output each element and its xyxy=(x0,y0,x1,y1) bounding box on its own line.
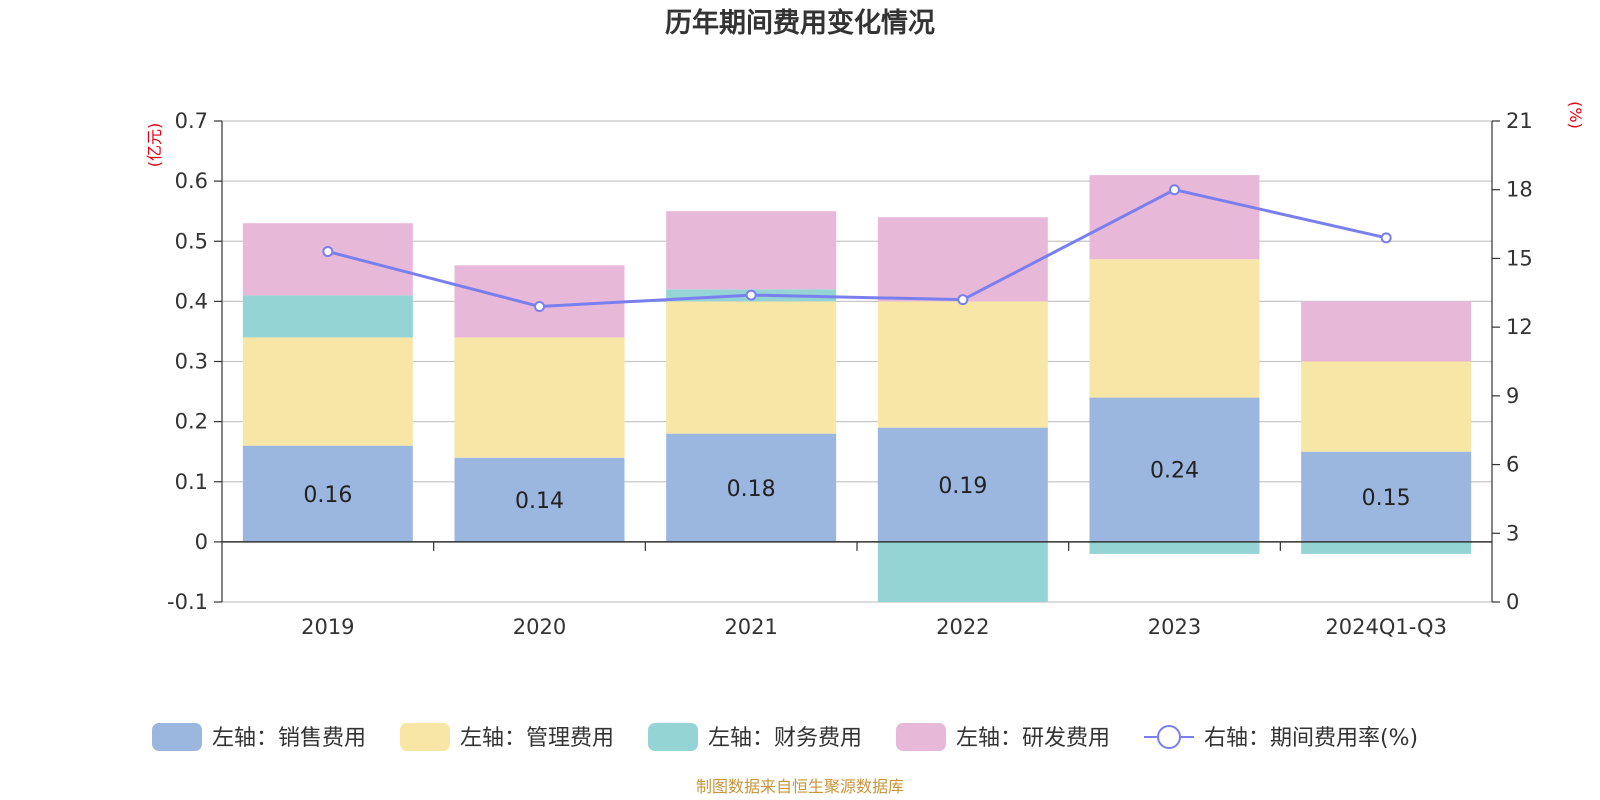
bar-segment xyxy=(877,541,1048,602)
legend-item: 右轴：期间费用率(%) xyxy=(1144,725,1418,751)
rate-line xyxy=(322,184,1392,313)
legend-swatch xyxy=(152,723,202,751)
legend-item: 左轴：研发费用 xyxy=(896,723,1110,751)
rate-line-path xyxy=(327,188,1387,309)
x-tick-label: 2022 xyxy=(936,615,989,639)
bar-segment xyxy=(877,217,1048,302)
axes: -0.1 0 0.1 0.2 0.3 0.4 0.5 0.6 0.7 0 3 6 9 12 15 18 21 20… xyxy=(167,109,1533,639)
left-tick-label: 0.6 xyxy=(175,169,208,193)
left-tick-label: 0.3 xyxy=(175,350,208,374)
data-label: 0.15 xyxy=(1362,486,1411,511)
bar-segment xyxy=(1301,301,1472,362)
legend-label: 左轴：财务费用 xyxy=(708,726,862,751)
bar-segment xyxy=(454,457,625,542)
right-tick-label: 6 xyxy=(1506,453,1519,477)
bar-segment xyxy=(877,427,1048,542)
legend-marker xyxy=(1157,725,1181,749)
data-label: 0.24 xyxy=(1150,459,1199,484)
chart-title: 历年期间费用变化情况 xyxy=(665,7,935,39)
right-axis-unit: (%) xyxy=(1566,101,1585,129)
right-tick-label: 18 xyxy=(1506,178,1533,202)
right-tick-label: 12 xyxy=(1506,315,1533,339)
bar-segment xyxy=(666,301,837,434)
right-tick-label: 3 xyxy=(1506,521,1519,545)
left-tick-label: 0.2 xyxy=(175,410,208,434)
bar-segment xyxy=(666,433,837,542)
rate-point xyxy=(322,246,334,258)
x-tick-label: 2020 xyxy=(513,615,566,639)
legend: 左轴：销售费用 左轴：管理费用 左轴：财务费用 左轴：研发费用 右轴：期间费用率(%) xyxy=(152,723,1418,751)
bar-segment xyxy=(1089,541,1260,554)
bar-segment xyxy=(666,211,837,290)
right-tick-label: 9 xyxy=(1506,384,1519,408)
rate-point xyxy=(1380,232,1392,244)
bar-segment xyxy=(242,295,413,338)
right-tick-label: 15 xyxy=(1506,246,1533,270)
bar-segment xyxy=(1301,361,1472,452)
bar-segment xyxy=(877,301,1048,428)
legend-item: 左轴：销售费用 xyxy=(152,723,366,751)
legend-swatch xyxy=(896,723,946,751)
x-tick-label: 2021 xyxy=(724,615,777,639)
legend-swatch xyxy=(648,723,698,751)
bar-segment xyxy=(1301,541,1472,554)
data-label: 0.14 xyxy=(515,489,564,514)
bar-segment xyxy=(242,337,413,446)
left-tick-label: 0.4 xyxy=(175,289,208,313)
data-labels: 0.16 0.14 0.18 0.19 0.24 0.15 xyxy=(303,459,1410,514)
legend-swatch xyxy=(400,723,450,751)
rate-point xyxy=(1169,184,1180,196)
left-tick-label: 0 xyxy=(195,530,208,554)
source-note: 制图数据来自恒生聚源数据库 xyxy=(696,777,904,796)
x-tick-label: 2023 xyxy=(1148,615,1201,639)
data-label: 0.19 xyxy=(938,474,987,499)
x-tick-label: 2019 xyxy=(301,615,354,639)
data-label: 0.16 xyxy=(303,483,352,508)
bar-segment xyxy=(242,445,413,542)
legend-item: 左轴：管理费用 xyxy=(400,723,614,751)
x-tick-label: 2024Q1-Q3 xyxy=(1325,615,1447,639)
right-tick-label: 0 xyxy=(1506,590,1519,614)
bar-segment xyxy=(242,223,413,296)
bar-segment xyxy=(454,337,625,458)
legend-label: 左轴：销售费用 xyxy=(212,726,366,751)
legend-item: 左轴：财务费用 xyxy=(648,723,862,751)
rate-point xyxy=(534,301,545,313)
bar-segment xyxy=(1089,259,1260,398)
left-tick-label: 0.1 xyxy=(175,470,208,494)
legend-label: 左轴：管理费用 xyxy=(460,726,614,751)
bar-segment xyxy=(1301,451,1472,542)
bar-segment xyxy=(1089,397,1260,542)
left-axis-unit: (亿元) xyxy=(145,123,164,168)
right-tick-label: 21 xyxy=(1506,109,1533,133)
left-tick-label: 0.5 xyxy=(175,229,208,253)
left-tick-label: -0.1 xyxy=(167,590,208,614)
bars xyxy=(242,175,1472,602)
data-label: 0.18 xyxy=(727,477,776,502)
legend-label: 左轴：研发费用 xyxy=(956,726,1110,751)
legend-label: 右轴：期间费用率(%) xyxy=(1204,726,1418,751)
rate-point xyxy=(745,289,757,301)
left-tick-label: 0.7 xyxy=(175,109,208,133)
rate-point xyxy=(957,294,969,306)
